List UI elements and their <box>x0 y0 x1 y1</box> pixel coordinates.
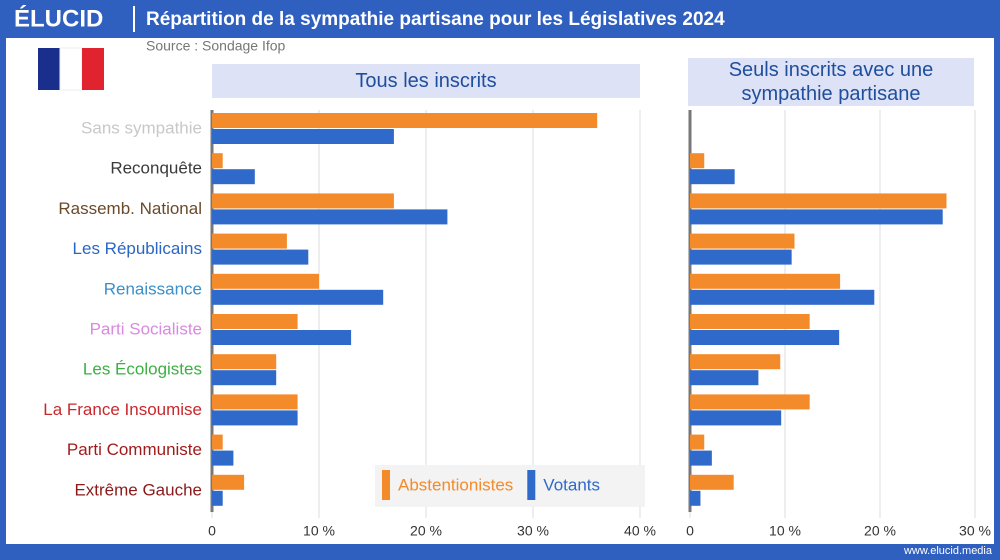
bar <box>690 450 712 466</box>
bar <box>690 354 781 370</box>
legend-swatch <box>382 470 390 500</box>
bar <box>212 434 223 450</box>
x-tick-label: 10 % <box>303 523 335 539</box>
bar <box>690 209 943 225</box>
bar <box>212 153 223 169</box>
category-label: Les Écologistes <box>83 360 202 379</box>
bar <box>212 113 598 128</box>
bar <box>690 474 734 490</box>
bar <box>212 289 384 305</box>
bar <box>690 394 810 410</box>
category-label: Rassemb. National <box>58 199 202 218</box>
x-tick-label: 20 % <box>410 523 442 539</box>
bar <box>690 249 792 265</box>
bar <box>690 490 701 506</box>
bar <box>212 370 277 386</box>
footer: www.elucid.media <box>903 545 993 557</box>
category-label: Extrême Gauche <box>74 480 202 499</box>
panel-title: Tous les inscrits <box>212 64 640 98</box>
category-label: La France Insoumise <box>43 400 202 419</box>
x-tick-label: 0 <box>208 523 216 539</box>
bar <box>212 249 309 265</box>
x-tick-label: 0 <box>686 523 694 539</box>
x-tick-label: 20 % <box>864 523 896 539</box>
bar <box>212 273 319 289</box>
category-label: Sans sympathie <box>81 118 202 137</box>
bar <box>212 394 298 410</box>
category-label: Les Républicains <box>73 239 202 258</box>
bar <box>212 169 255 185</box>
bar <box>690 370 759 386</box>
brand-box <box>0 0 128 38</box>
x-tick-label: 30 % <box>959 523 991 539</box>
bar <box>212 129 394 144</box>
bar <box>690 193 947 209</box>
bar <box>690 233 795 249</box>
title: Répartition de la sympathie partisane po… <box>146 9 725 30</box>
bar <box>212 474 245 490</box>
x-tick-label: 10 % <box>769 523 801 539</box>
bar <box>212 410 298 426</box>
bar <box>690 169 735 185</box>
x-tick-label: 40 % <box>624 523 656 539</box>
category-label: Parti Socialiste <box>90 319 202 338</box>
bar <box>212 209 448 225</box>
category-label: Renaissance <box>104 279 202 298</box>
bar <box>690 314 810 329</box>
flag <box>38 47 104 91</box>
bar <box>212 354 277 370</box>
legend-swatch <box>527 470 536 500</box>
bar <box>690 410 782 426</box>
bar <box>212 450 234 466</box>
bar <box>212 490 223 506</box>
category-label: Parti Communiste <box>67 440 202 459</box>
panel-title: Seuls inscrits avec une sympathie partis… <box>688 58 974 106</box>
bar <box>690 273 841 289</box>
bar <box>212 330 352 345</box>
bar <box>212 193 394 209</box>
bar <box>212 233 287 249</box>
source: Source : Sondage Ifop <box>146 38 286 54</box>
x-tick-label: 30 % <box>517 523 549 539</box>
brand: ÉLUCID <box>14 4 103 32</box>
legend-label: Abstentionistes <box>398 475 513 494</box>
category-label: Reconquête <box>110 159 202 178</box>
bar <box>690 330 840 345</box>
bar <box>690 434 705 450</box>
bar <box>212 314 298 329</box>
bar <box>690 289 875 305</box>
legend-box <box>375 465 645 507</box>
legend-label: Votants <box>543 475 600 494</box>
bar <box>690 153 705 169</box>
